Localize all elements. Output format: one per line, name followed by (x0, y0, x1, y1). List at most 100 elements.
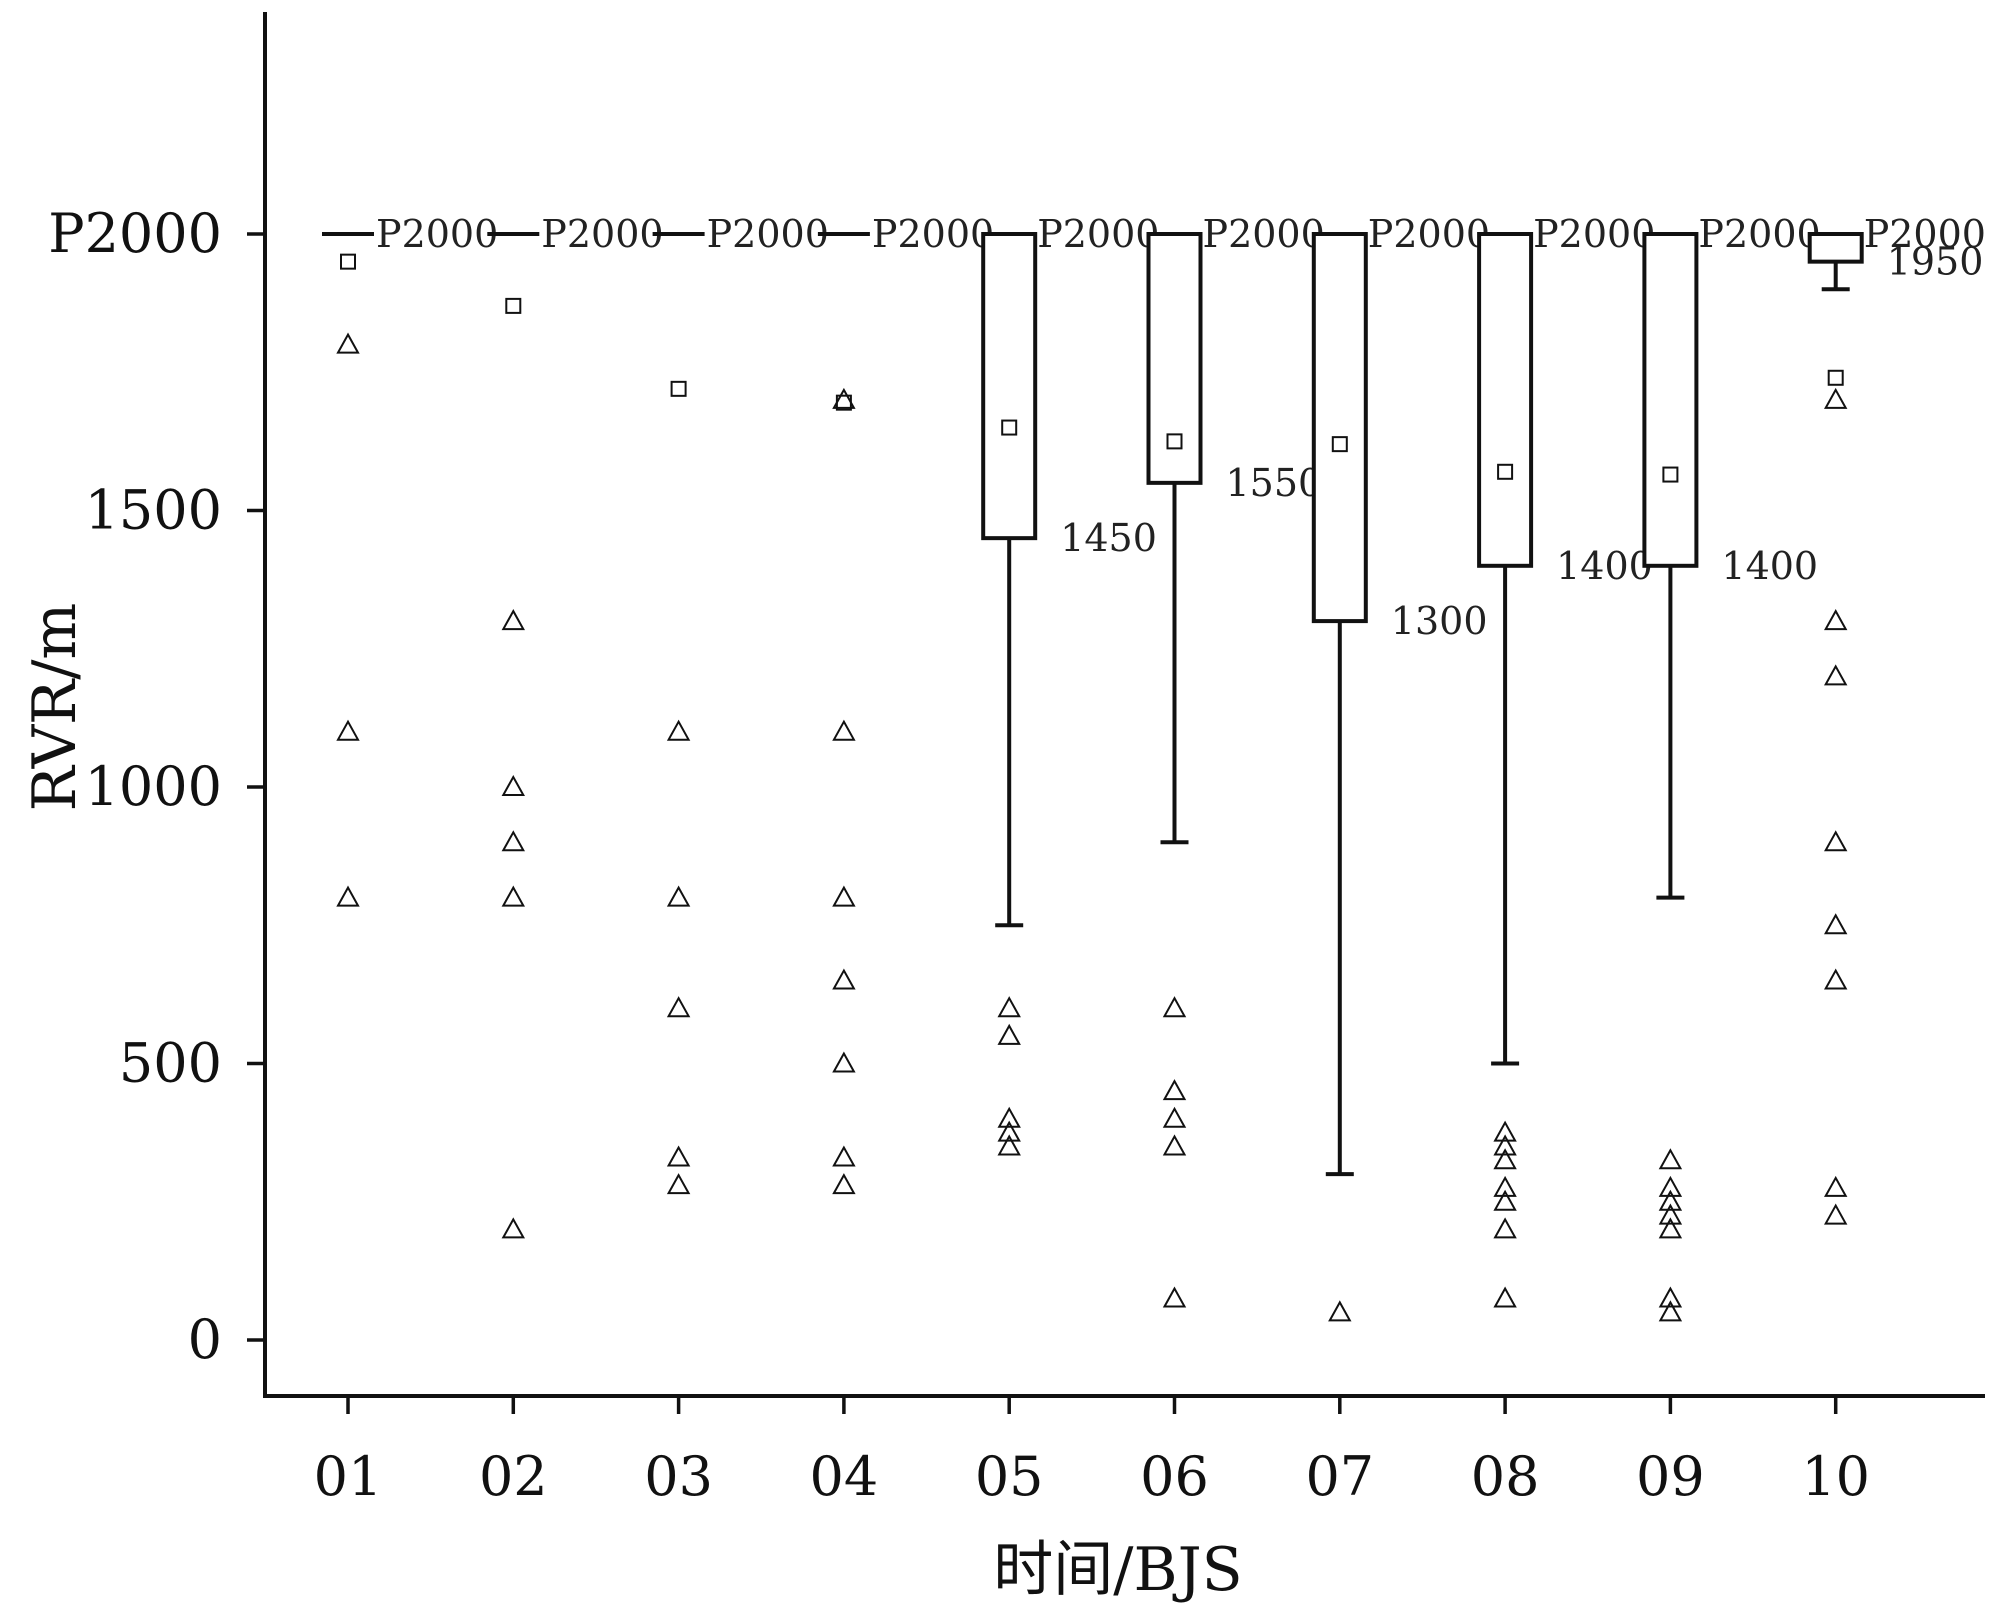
mean-marker (1331, 436, 1348, 453)
outlier-marker (1493, 1134, 1517, 1156)
x-tick-label: 04 (810, 1445, 879, 1508)
q1-value-label: 1450 (1060, 516, 1157, 560)
q3-value-label: P2000 (1864, 212, 1986, 256)
outlier-marker (1658, 1300, 1683, 1322)
q1-value-label: 1550 (1226, 461, 1323, 505)
mean-marker (505, 297, 522, 314)
outlier-marker (1493, 1286, 1517, 1308)
outlier-marker (1658, 1189, 1683, 1211)
outlier-marker (666, 1173, 691, 1195)
mean-marker (1662, 466, 1679, 483)
outlier-marker (997, 1023, 1021, 1045)
outlier-marker (1824, 387, 1848, 409)
outlier-marker (501, 609, 525, 631)
y-tick-label: P2000 (48, 202, 222, 265)
outlier-marker (1493, 1175, 1517, 1197)
outlier-marker (666, 885, 691, 907)
mean-marker (1497, 463, 1514, 480)
x-tick-label: 02 (479, 1445, 548, 1508)
outlier-marker (666, 996, 691, 1018)
outlier-marker (501, 885, 525, 907)
q3-value-label: P2000 (1203, 212, 1325, 256)
outlier-marker (1658, 1175, 1683, 1197)
box-rect (1311, 232, 1368, 624)
outlier-marker (1658, 1286, 1683, 1308)
x-tick-label: 07 (1305, 1445, 1374, 1508)
outlier-marker (832, 1051, 856, 1073)
box-rect (1807, 232, 1864, 264)
x-tick-label: 06 (1140, 1445, 1209, 1508)
outlier-marker (1493, 1148, 1517, 1170)
outlier-marker (501, 830, 525, 852)
x-tick-label: 08 (1471, 1445, 1540, 1508)
outlier-marker (1162, 996, 1187, 1018)
x-tick-label: 09 (1636, 1445, 1705, 1508)
outlier-marker (1328, 1300, 1352, 1322)
outlier-marker (832, 387, 856, 409)
outlier-marker (1824, 830, 1848, 852)
q1-value-label: 1400 (1556, 544, 1653, 588)
outlier-marker (1658, 1203, 1683, 1225)
outlier-marker (666, 1145, 691, 1167)
q3-value-label: P2000 (1533, 212, 1655, 256)
box-rect (1642, 232, 1699, 568)
outlier-marker (997, 1134, 1021, 1156)
mean-marker (1166, 433, 1183, 450)
y-tick-label: 500 (119, 1032, 222, 1095)
outlier-marker (501, 1217, 525, 1239)
outlier-marker (997, 1120, 1021, 1142)
y-tick-label: 1500 (85, 479, 222, 542)
y-axis-title: RVR/m (20, 603, 90, 812)
box-rect (1477, 232, 1534, 568)
outlier-marker (832, 885, 856, 907)
outlier-marker (1824, 913, 1848, 935)
outlier-marker (336, 332, 360, 354)
outlier-marker (832, 1145, 856, 1167)
outlier-marker (1493, 1189, 1517, 1211)
x-tick-label: 01 (314, 1445, 383, 1508)
outlier-marker (1824, 968, 1848, 990)
outlier-marker (1162, 1286, 1187, 1308)
outlier-marker (1658, 1217, 1683, 1239)
box-rect (981, 232, 1038, 541)
x-tick-label: 10 (1801, 1445, 1870, 1508)
outlier-marker (1824, 664, 1848, 686)
q3-value-label: P2000 (541, 212, 663, 256)
outlier-marker (1162, 1079, 1187, 1101)
x-tick-label: 03 (644, 1445, 713, 1508)
outlier-marker (1162, 1134, 1187, 1156)
x-axis-title: 时间/BJS (993, 1535, 1242, 1605)
q1-value-label: 1300 (1391, 599, 1488, 643)
outlier-marker (501, 774, 525, 796)
outlier-marker (832, 1173, 856, 1195)
q3-value-label: P2000 (1037, 212, 1159, 256)
plot-area: 0 500 1000 1500 P2000 01 02 03 04 05 06 07 08 09 10 P20… (48, 202, 1986, 1508)
q3-value-label: P2000 (872, 212, 994, 256)
outlier-marker (1824, 1203, 1848, 1225)
q3-value-label: P2000 (1368, 212, 1490, 256)
outlier-marker (1824, 609, 1848, 631)
outlier-marker (1493, 1120, 1517, 1142)
q3-value-label: P2000 (376, 212, 498, 256)
q1-value-label: 1400 (1721, 544, 1818, 588)
x-tick-label: 05 (975, 1445, 1044, 1508)
mean-marker (670, 380, 687, 397)
outlier-marker (1824, 1175, 1848, 1197)
outlier-marker (832, 968, 856, 990)
outlier-marker (997, 996, 1021, 1018)
mean-marker (1827, 369, 1844, 386)
outlier-marker (336, 885, 360, 907)
mean-marker (340, 253, 356, 270)
y-tick-label: 0 (188, 1308, 222, 1371)
outlier-marker (832, 719, 856, 741)
outlier-marker (1162, 1106, 1187, 1128)
q3-value-label: P2000 (1698, 212, 1820, 256)
mean-marker (1001, 419, 1018, 436)
outlier-marker (1658, 1148, 1683, 1170)
outlier-marker (336, 719, 360, 741)
outlier-marker (997, 1106, 1021, 1128)
outlier-marker (1493, 1217, 1517, 1239)
outlier-marker (666, 719, 691, 741)
q3-value-label: P2000 (707, 212, 829, 256)
